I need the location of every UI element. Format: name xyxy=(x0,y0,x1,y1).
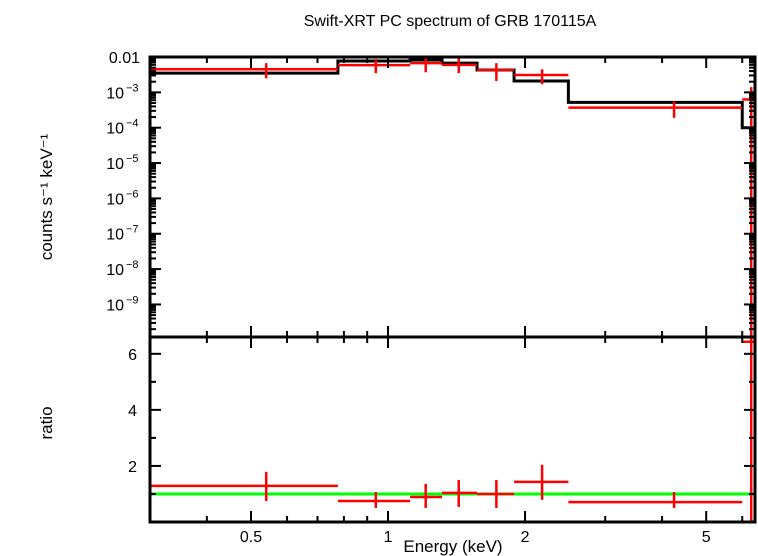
y-tick-label-exponent: −4 xyxy=(126,118,139,130)
bottom-panel-frame xyxy=(148,335,757,524)
chart-title: Swift-XRT PC spectrum of GRB 170115A xyxy=(304,13,597,30)
y-tick-label: 10 xyxy=(106,85,124,102)
y-tick-label-exponent: −8 xyxy=(126,259,139,271)
y-tick-label: 0.01 xyxy=(109,50,140,67)
y-tick-label: 10 xyxy=(106,191,124,208)
y-tick-label-exponent: −6 xyxy=(126,188,139,200)
y-tick-label: 10 xyxy=(106,227,124,244)
y-tick-label: 10 xyxy=(106,297,124,314)
x-tick-label: 0.5 xyxy=(240,529,262,546)
x-tick-label: 1 xyxy=(384,529,393,546)
x-axis-label: Energy (keV) xyxy=(403,537,502,556)
y-tick-label-exponent: −3 xyxy=(126,82,139,94)
top-y-axis-label: counts s⁻¹ keV⁻¹ xyxy=(37,133,56,260)
top-panel-frame xyxy=(148,55,757,339)
y-tick-label-exponent: −9 xyxy=(126,294,139,306)
ratio-y-tick-label: 6 xyxy=(128,347,137,364)
ratio-y-tick-label: 4 xyxy=(128,403,137,420)
ratio-y-tick-label: 2 xyxy=(128,459,137,476)
y-tick-label: 10 xyxy=(106,121,124,138)
y-tick-label-exponent: −5 xyxy=(126,153,139,165)
y-tick-label: 10 xyxy=(106,156,124,173)
y-tick-label-exponent: −7 xyxy=(126,224,139,236)
x-tick-label: 5 xyxy=(702,529,711,546)
y-tick-label: 10 xyxy=(106,262,124,279)
bottom-y-axis-label: ratio xyxy=(37,406,56,439)
model-step-line xyxy=(150,58,755,130)
x-tick-label: 2 xyxy=(521,529,530,546)
